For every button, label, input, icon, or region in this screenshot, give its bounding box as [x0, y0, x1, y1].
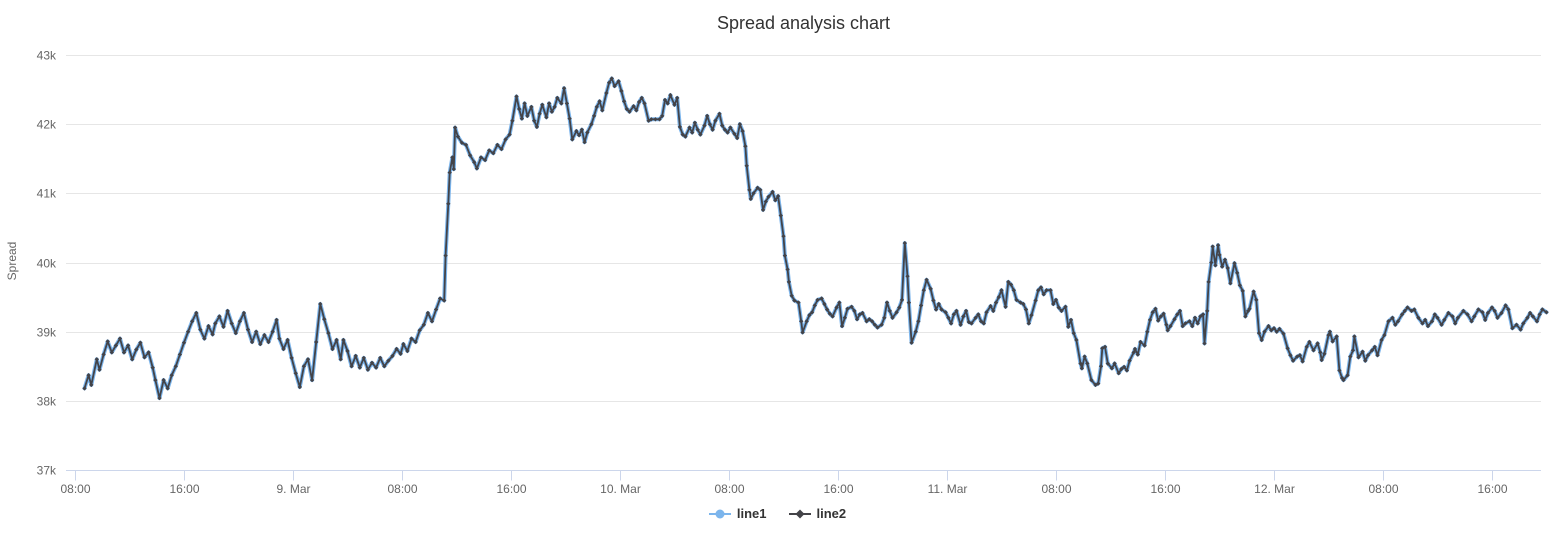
y-axis-title: Spread [5, 241, 19, 281]
x-tick-label: 08:00 [60, 482, 90, 496]
x-tick-label: 12. Mar [1254, 482, 1295, 496]
y-tick-label: 43k [37, 49, 57, 63]
x-tick-label: 9. Mar [276, 482, 310, 496]
y-tick-label: 41k [37, 187, 57, 201]
x-tick-label: 16:00 [1477, 482, 1507, 496]
chart-title: Spread analysis chart [716, 13, 891, 33]
line2-marker-icon [788, 509, 811, 518]
y-tick-label: 40k [37, 257, 57, 271]
legend-item-line1[interactable]: line1 [708, 506, 767, 521]
x-tick-label: 08:00 [1368, 482, 1398, 496]
x-tick-label: 11. Mar [928, 482, 968, 496]
x-tick-label: 16:00 [823, 482, 853, 496]
x-tick-label: 16:00 [169, 482, 199, 496]
series-line1[interactable] [82, 76, 1549, 401]
x-tick-label: 10. Mar [600, 482, 641, 496]
y-tick-label: 39k [37, 326, 57, 340]
x-tick-label: 08:00 [714, 482, 744, 496]
legend-label-line1: line1 [736, 506, 767, 521]
x-tick-label: 16:00 [1150, 482, 1180, 496]
legend: line1 line2 [0, 506, 1555, 521]
legend-label-line2: line2 [816, 506, 847, 521]
x-tick-label: 16:00 [496, 482, 526, 496]
legend-item-line2[interactable]: line2 [788, 506, 847, 521]
x-tick-label: 08:00 [387, 482, 417, 496]
x-tick-label: 08:00 [1041, 482, 1071, 496]
y-tick-label: 37k [37, 464, 57, 478]
y-tick-label: 38k [37, 395, 57, 409]
line1-marker-icon [708, 509, 731, 518]
y-tick-label: 42k [37, 118, 57, 132]
